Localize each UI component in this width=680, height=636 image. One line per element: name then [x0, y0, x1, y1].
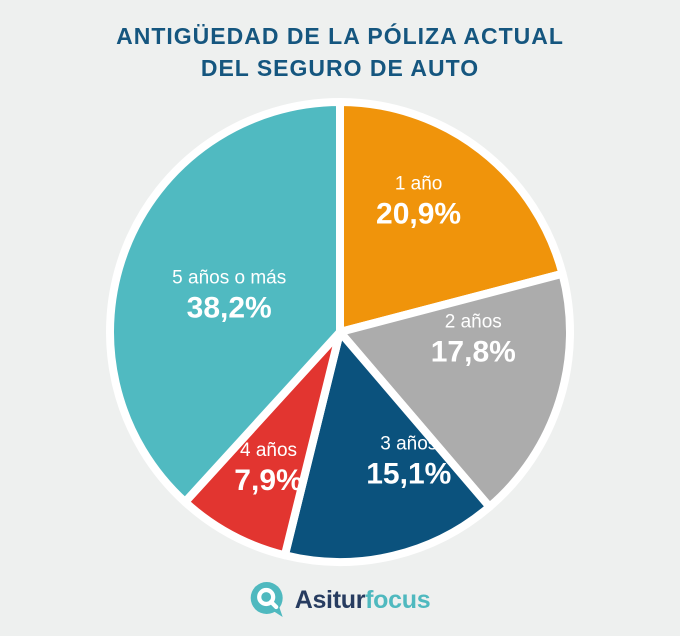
pie-slice-3: [280, 328, 494, 566]
pie-slice-value-1: 20,9%: [376, 197, 461, 230]
pie-slice-value-5: 38,2%: [187, 292, 272, 325]
pie-slice-value-3: 15,1%: [366, 458, 451, 491]
pie-slice-2: [336, 269, 574, 511]
pie-slice-1: [336, 98, 567, 336]
logo-brand-primary: Asitur: [294, 585, 366, 614]
chart-title-line1: ANTIGÜEDAD DE LA PÓLIZA ACTUAL: [116, 23, 564, 49]
chart-title-line2: DEL SEGURO DE AUTO: [200, 55, 480, 81]
pie-slice-label-2: 2 años: [445, 312, 502, 333]
logo-wordmark: Asiturfocus: [295, 586, 431, 615]
pie-slice-5: [106, 98, 344, 506]
pie-slice-value-4: 7,9%: [234, 464, 302, 497]
logo-brand-secondary: focus: [365, 585, 431, 614]
pie-slice-label-4: 4 años: [240, 440, 297, 461]
asitur-logo: Asiturfocus: [250, 581, 431, 619]
chart-title: ANTIGÜEDAD DE LA PÓLIZA ACTUAL DEL SEGUR…: [0, 20, 680, 84]
pie-slice-label-1: 1 año: [395, 173, 443, 194]
pie-slice-value-2: 17,8%: [431, 336, 516, 369]
magnifier-q-icon: [250, 582, 283, 617]
pie-slice-label-3: 3 años: [380, 434, 437, 455]
pie-slice-label-5: 5 años o más: [172, 268, 286, 289]
